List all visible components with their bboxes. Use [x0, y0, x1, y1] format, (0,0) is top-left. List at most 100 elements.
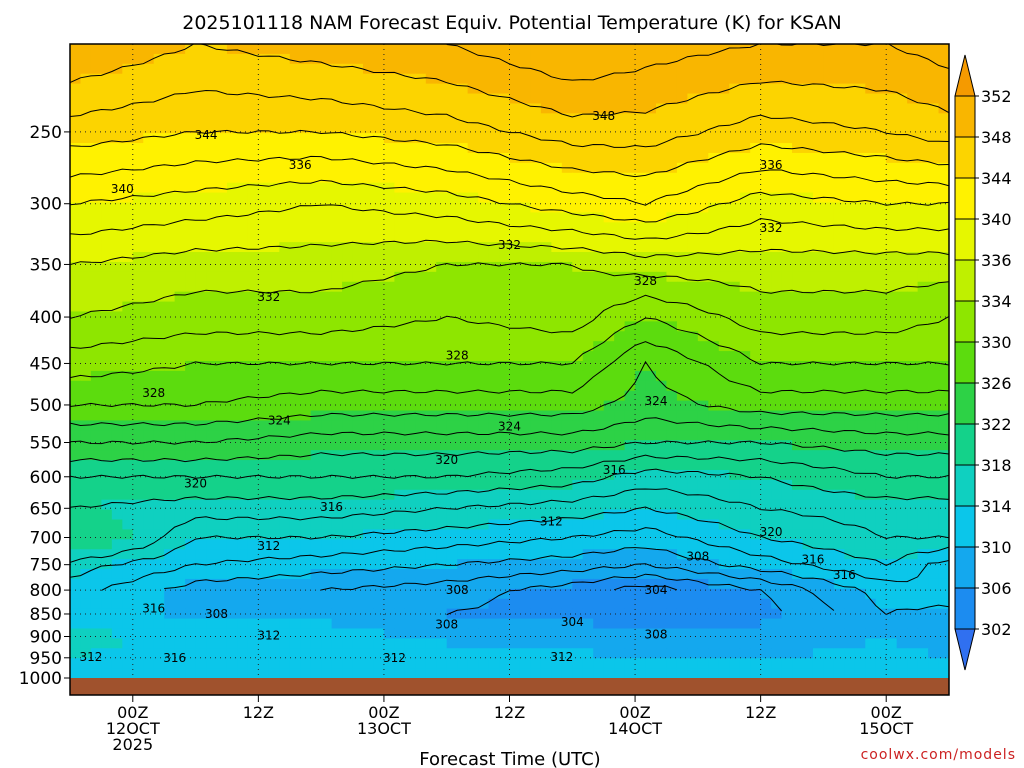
heat-cell — [823, 440, 835, 451]
heat-cell — [321, 410, 333, 422]
heat-cell — [614, 479, 626, 491]
heat-cell — [624, 152, 636, 164]
heat-cell — [195, 598, 207, 610]
heat-cell — [530, 242, 542, 253]
heat-cell — [854, 113, 866, 124]
heat-cell — [383, 83, 395, 95]
heat-cell — [823, 361, 835, 372]
heat-cell — [614, 212, 626, 223]
heat-cell — [488, 569, 500, 580]
heat-cell — [90, 252, 102, 263]
heat-cell — [865, 321, 877, 332]
heat-cell — [289, 440, 301, 451]
heat-cell — [70, 212, 82, 223]
heat-cell — [415, 618, 427, 630]
heat-cell — [279, 113, 291, 124]
heat-cell — [216, 400, 228, 412]
heat-cell — [697, 361, 709, 372]
heat-cell — [760, 281, 772, 293]
heat-cell — [383, 212, 395, 223]
heat-cell — [593, 172, 605, 184]
heat-cell — [80, 123, 92, 134]
heat-cell — [896, 450, 908, 461]
heat-cell — [666, 182, 678, 194]
heat-cell — [300, 182, 312, 194]
heat-cell — [802, 499, 814, 511]
heat-cell — [279, 351, 291, 362]
heat-cell — [928, 341, 940, 352]
heat-cell — [656, 489, 668, 501]
heat-cell — [593, 291, 605, 303]
heat-cell — [373, 182, 385, 194]
heat-cell — [90, 281, 102, 293]
heat-cell — [928, 261, 940, 273]
heat-cell — [101, 608, 113, 620]
heat-cell — [258, 400, 270, 412]
heat-cell — [614, 192, 626, 204]
heat-cell — [143, 291, 155, 303]
heat-cell — [718, 252, 730, 263]
heat-cell — [143, 628, 155, 639]
heat-cell — [865, 133, 877, 144]
heat-cell — [886, 301, 898, 313]
heat-cell — [247, 162, 259, 174]
heat-cell — [676, 569, 688, 580]
heat-cell — [697, 53, 709, 65]
heat-cell — [792, 608, 804, 620]
heat-cell — [383, 281, 395, 293]
heat-cell — [886, 202, 898, 214]
heat-cell — [907, 578, 919, 590]
heat-cell — [802, 261, 814, 273]
heat-cell — [635, 420, 647, 431]
heat-cell — [844, 578, 856, 590]
heat-cell — [917, 618, 929, 630]
heat-cell — [206, 608, 218, 620]
heat-cell — [582, 83, 594, 95]
heat-cell — [206, 261, 218, 273]
heat-cell — [886, 123, 898, 134]
heat-cell — [331, 489, 343, 501]
heat-cell — [572, 539, 584, 550]
heat-cell — [750, 370, 762, 382]
heat-cell — [697, 598, 709, 610]
heat-cell — [833, 281, 845, 293]
heat-cell — [697, 113, 709, 124]
heat-cell — [519, 578, 532, 590]
heat-cell — [90, 361, 102, 372]
heat-cell — [593, 539, 605, 550]
heat-cell — [321, 370, 333, 382]
heat-cell — [132, 281, 144, 293]
heat-cell — [718, 113, 730, 124]
heat-cell — [226, 608, 239, 620]
heat-cell — [656, 321, 668, 332]
heat-cell — [153, 569, 165, 580]
heat-cell — [614, 301, 626, 313]
heat-cell — [530, 588, 542, 600]
heat-cell — [875, 420, 887, 431]
heat-cell — [530, 578, 542, 590]
heat-cell — [718, 232, 730, 243]
heat-cell — [645, 242, 657, 253]
heat-cell — [635, 242, 647, 253]
heat-cell — [865, 549, 877, 560]
heat-cell — [206, 44, 218, 55]
heat-cell — [352, 618, 364, 630]
heat-cell — [645, 460, 657, 471]
heat-cell — [781, 539, 793, 550]
heat-cell — [122, 400, 134, 412]
heat-cell — [174, 192, 186, 204]
heat-cell — [237, 400, 249, 412]
heat-cell — [551, 420, 563, 431]
heat-cell — [478, 212, 490, 223]
heat-cell — [101, 479, 113, 491]
heat-cell — [593, 390, 605, 402]
heat-cell — [530, 479, 542, 491]
heat-cell — [624, 261, 636, 273]
heat-cell — [436, 172, 448, 184]
heat-cell — [718, 73, 730, 85]
heat-cell — [185, 133, 197, 144]
heat-cell — [425, 608, 437, 620]
heat-cell — [760, 271, 772, 283]
heat-cell — [729, 440, 741, 451]
heat-cell — [446, 53, 458, 65]
